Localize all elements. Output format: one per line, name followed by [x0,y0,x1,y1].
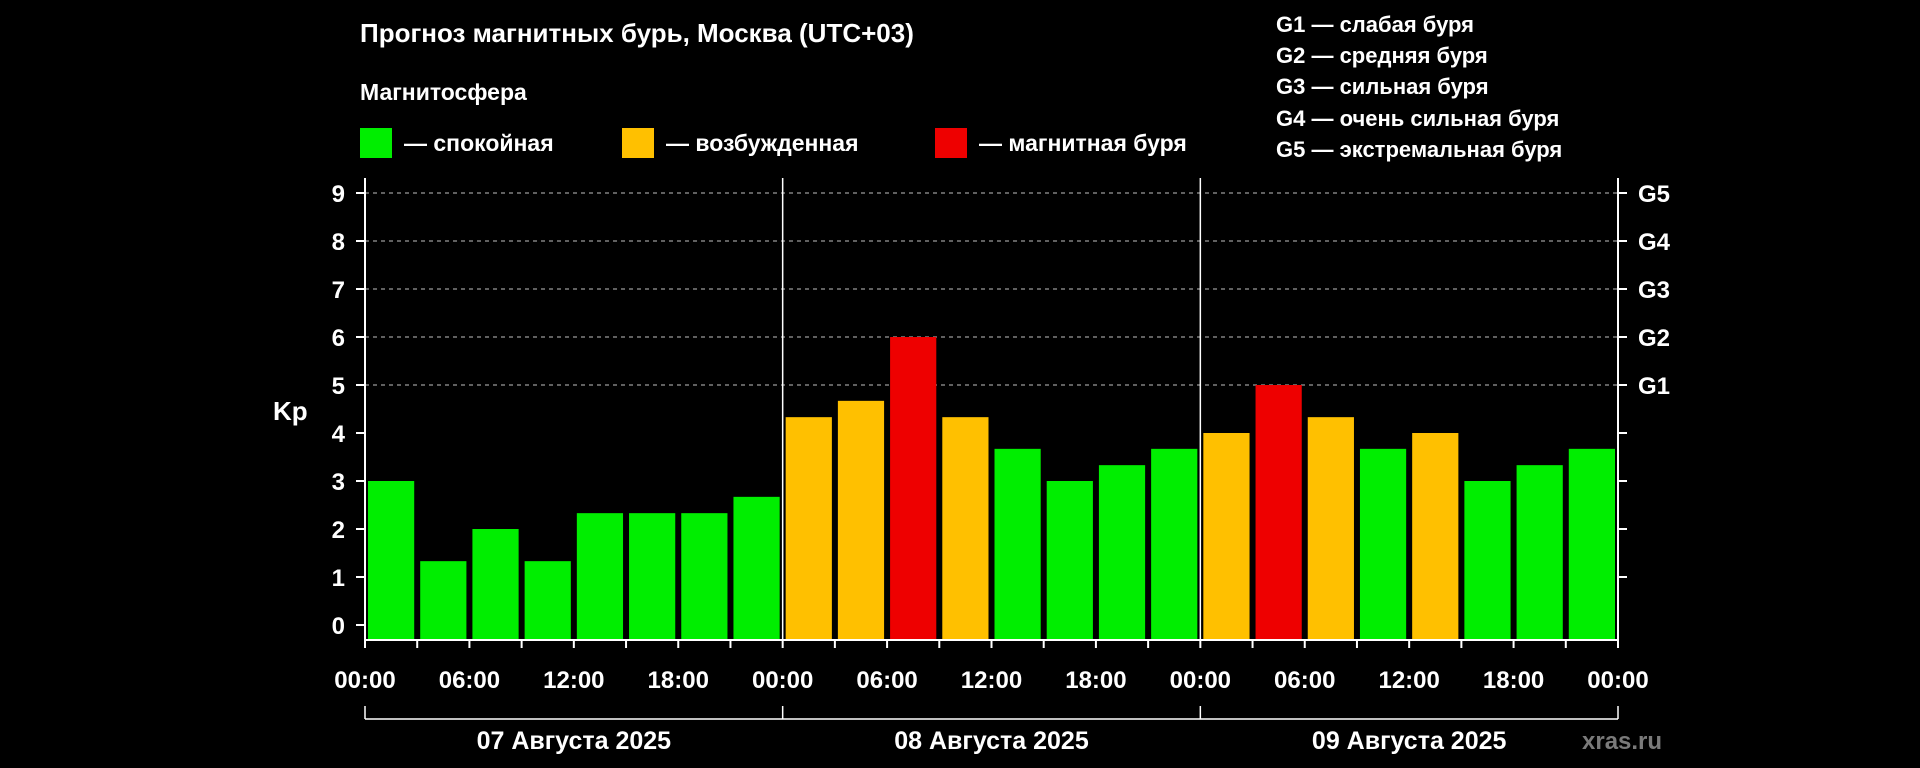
kp-bar [733,496,780,640]
x-tick-label: 00:00 [1587,667,1648,694]
day-label: 07 Августа 2025 [477,727,672,755]
x-tick-label: 00:00 [1170,667,1231,694]
x-tick-label: 06:00 [1274,667,1335,694]
kp-bar [368,481,415,640]
x-tick-label: 12:00 [543,667,604,694]
x-tick-label: 18:00 [648,667,709,694]
kp-bar [1098,465,1146,640]
plot-area: 0 1 2 3 4 5 6 7 8 9 G1 G2 G3 G4 G5 00:00 06:00 12:00 18:00… [332,178,1671,755]
x-tick-label: 06:00 [439,667,500,694]
kp-bar [890,337,937,640]
g-scale-g4: G4 — очень сильная буря [1276,106,1559,131]
watermark: xras.ru [1582,728,1662,755]
legend-swatch-storm [935,128,967,158]
day-label: 08 Августа 2025 [894,727,1089,755]
legend-label-storm: — магнитная буря [979,130,1187,156]
legend-swatch-quiet [360,128,392,158]
kp-bar [785,417,832,640]
g-tick-label: G3 [1638,277,1670,304]
day-label: 09 Августа 2025 [1312,727,1507,755]
x-tick-label: 18:00 [1483,667,1544,694]
kp-bar [1359,448,1407,640]
x-tick-label: 18:00 [1065,667,1126,694]
x-tick-label: 00:00 [752,667,813,694]
g-tick-label: G2 [1638,325,1670,352]
kp-bar [1151,448,1198,640]
kp-bar [524,561,571,640]
y-tick-label: 7 [332,277,345,304]
y-tick-label: 4 [332,421,346,448]
kp-bar [1203,433,1250,640]
kp-bar [629,513,676,640]
y-tick-label: 0 [332,613,345,640]
y-tick-label: 5 [332,373,345,400]
y-tick-label: 9 [332,181,345,208]
g-scale-g1: G1 — слабая буря [1276,12,1474,37]
kp-bar [1307,417,1354,640]
y-tick-label: 3 [332,469,345,496]
kp-bar [1046,481,1093,640]
y-tick-label: 2 [332,517,345,544]
legend-label-active: — возбужденная [666,130,859,156]
kp-bar [576,513,624,640]
kp-bar [1464,481,1511,640]
legend-label-quiet: — спокойная [404,130,554,156]
legend-heading: Магнитосфера [360,79,527,105]
chart-title: Прогноз магнитных бурь, Москва (UTC+03) [360,18,914,48]
kp-bar [1568,448,1615,640]
kp-bar [1412,433,1459,640]
g-tick-label: G4 [1638,229,1671,256]
kp-bar [1255,385,1302,640]
kp-bar [942,417,989,640]
kp-bar [994,448,1041,640]
g-tick-label: G5 [1638,181,1670,208]
g-scale-g2: G2 — средняя буря [1276,43,1488,68]
g-scale-g5: G5 — экстремальная буря [1276,137,1562,162]
y-tick-label: 6 [332,325,345,352]
g-scale-g3: G3 — сильная буря [1276,74,1489,99]
y-tick-label: 8 [332,229,345,256]
y-axis-label: Kp [273,396,308,426]
x-tick-label: 12:00 [1378,667,1439,694]
kp-bar [1516,465,1563,640]
legend-swatch-active [622,128,654,158]
kp-bar [837,400,885,640]
y-tick-label: 1 [332,565,345,592]
x-tick-label: 12:00 [961,667,1022,694]
kp-bar [420,561,467,640]
kp-bar [681,513,728,640]
x-tick-label: 06:00 [856,667,917,694]
kp-bar [472,529,519,640]
x-tick-label: 00:00 [334,667,395,694]
g-tick-label: G1 [1638,373,1670,400]
